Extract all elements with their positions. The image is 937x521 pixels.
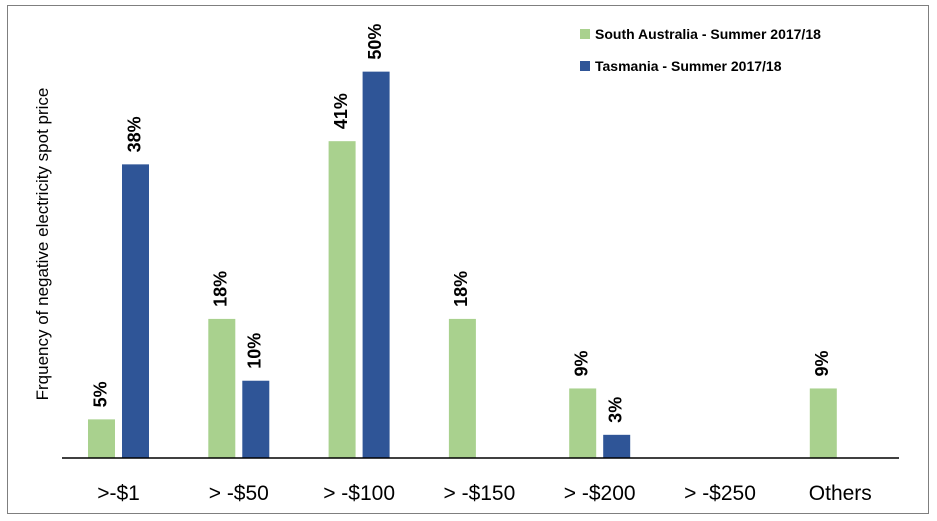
data-label: 18%	[211, 271, 231, 307]
bars-layer	[88, 71, 837, 459]
data-label: 18%	[451, 271, 471, 307]
data-label: 9%	[571, 350, 591, 376]
data-label: 3%	[605, 397, 625, 423]
x-tick-label: > -$150	[443, 482, 515, 505]
bar-tasmania	[362, 71, 390, 459]
bar-tasmania	[603, 434, 631, 458]
bar-tasmania	[242, 380, 270, 458]
data-label: 50%	[365, 24, 385, 60]
y-axis-title: Frquency of negative electricity spot pr…	[33, 88, 52, 401]
bar-south-australia	[328, 141, 356, 458]
bar-south-australia	[569, 388, 597, 458]
legend: South Australia - Summer 2017/18 Tasmani…	[580, 26, 821, 74]
x-tick-labels-layer: >-$1 > -$50 > -$100 > -$150 > -$200 > -$250 Ot…	[97, 482, 872, 505]
data-label: 9%	[812, 350, 832, 376]
data-labels-layer: 5% 38% 18% 10% 41% 50% 18% 9% 3% 9%	[90, 24, 832, 423]
data-label: 41%	[331, 93, 351, 129]
x-tick-label: > -$100	[323, 482, 395, 505]
legend-swatch-tasmania	[580, 61, 590, 71]
legend-label-tasmania: Tasmania - Summer 2017/18	[595, 58, 782, 74]
data-label: 38%	[124, 116, 144, 152]
x-tick-label: > -$50	[209, 482, 269, 505]
x-tick-label: > -$200	[564, 482, 636, 505]
bar-south-australia	[448, 318, 476, 458]
bar-south-australia	[88, 419, 115, 458]
x-tick-label: Others	[809, 482, 872, 505]
legend-label-south-australia: South Australia - Summer 2017/18	[595, 26, 821, 42]
bar-south-australia	[809, 388, 837, 458]
bar-south-australia	[208, 318, 236, 458]
bar-tasmania	[122, 164, 149, 458]
x-tick-label: > -$250	[684, 482, 756, 505]
data-label: 5%	[90, 381, 110, 407]
x-tick-label: >-$1	[97, 482, 140, 505]
legend-swatch-south-australia	[580, 29, 590, 39]
data-label: 10%	[245, 333, 265, 369]
